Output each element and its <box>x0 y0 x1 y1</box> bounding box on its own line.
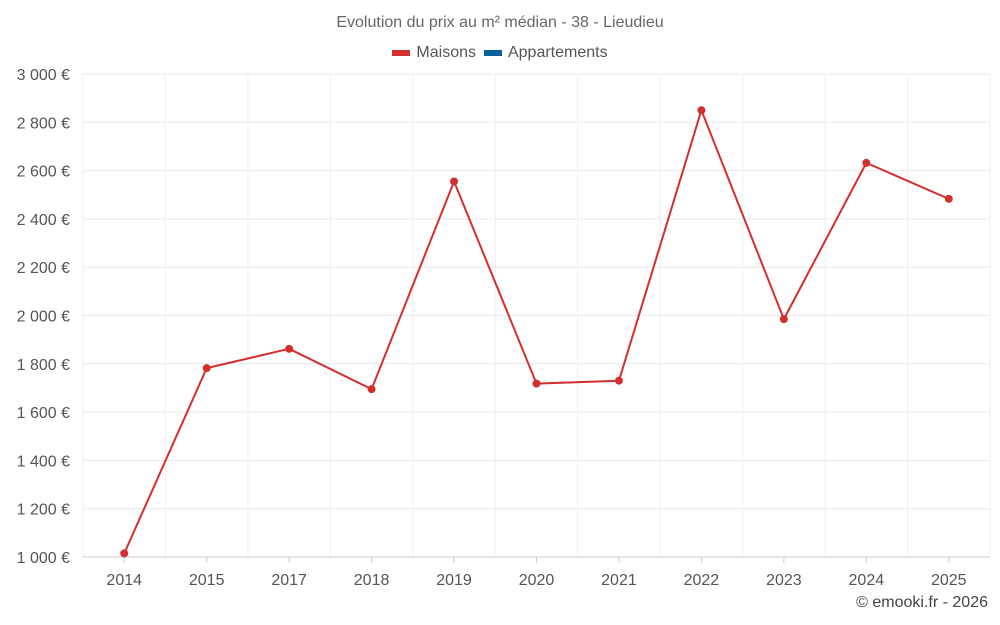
copyright-text: © emooki.fr - 2026 <box>856 594 988 611</box>
legend-label-maisons: Maisons <box>416 44 476 61</box>
legend-label-appartements: Appartements <box>507 44 608 61</box>
legend: Maisons Appartements <box>0 44 1000 62</box>
y-tick-label: 1 000 € <box>17 550 70 567</box>
data-point <box>450 177 459 186</box>
chart-title: Evolution du prix au m² médian - 38 - Li… <box>336 14 664 31</box>
x-tick-label: 2017 <box>271 572 307 589</box>
x-tick-label: 2022 <box>684 572 720 589</box>
y-tick-label: 3 000 € <box>17 67 70 84</box>
data-point <box>367 385 376 394</box>
data-point <box>202 364 211 373</box>
y-tick-label: 1 200 € <box>17 502 70 519</box>
data-point <box>285 344 294 353</box>
x-tick-label: 2024 <box>849 572 885 589</box>
x-tick-label: 2021 <box>601 572 637 589</box>
x-tick-label: 2023 <box>766 572 802 589</box>
legend-swatch-maisons <box>392 50 411 56</box>
x-tick-label: 2020 <box>519 572 555 589</box>
data-point <box>532 379 541 388</box>
y-tick-label: 2 600 € <box>17 164 70 181</box>
y-tick-label: 2 200 € <box>17 260 70 277</box>
legend-item-maisons[interactable]: Maisons <box>392 44 476 62</box>
x-tick-label: 2015 <box>189 572 225 589</box>
x-tick-label: 2014 <box>106 572 142 589</box>
y-tick-label: 2 000 € <box>17 309 70 326</box>
data-point <box>862 158 871 167</box>
y-tick-label: 1 400 € <box>17 453 70 470</box>
data-point <box>120 549 129 558</box>
y-tick-label: 1 600 € <box>17 405 70 422</box>
y-tick-label: 1 800 € <box>17 357 70 374</box>
y-tick-label: 2 400 € <box>17 212 70 229</box>
x-tick-label: 2025 <box>931 572 967 589</box>
x-tick-label: 2018 <box>354 572 390 589</box>
legend-item-appartements[interactable]: Appartements <box>483 44 608 62</box>
data-point <box>614 376 623 385</box>
data-point <box>697 106 706 115</box>
x-tick-label: 2019 <box>436 572 472 589</box>
y-tick-label: 2 800 € <box>17 115 70 132</box>
data-point <box>779 315 788 324</box>
data-point <box>944 194 953 203</box>
legend-swatch-appartements <box>483 50 502 56</box>
